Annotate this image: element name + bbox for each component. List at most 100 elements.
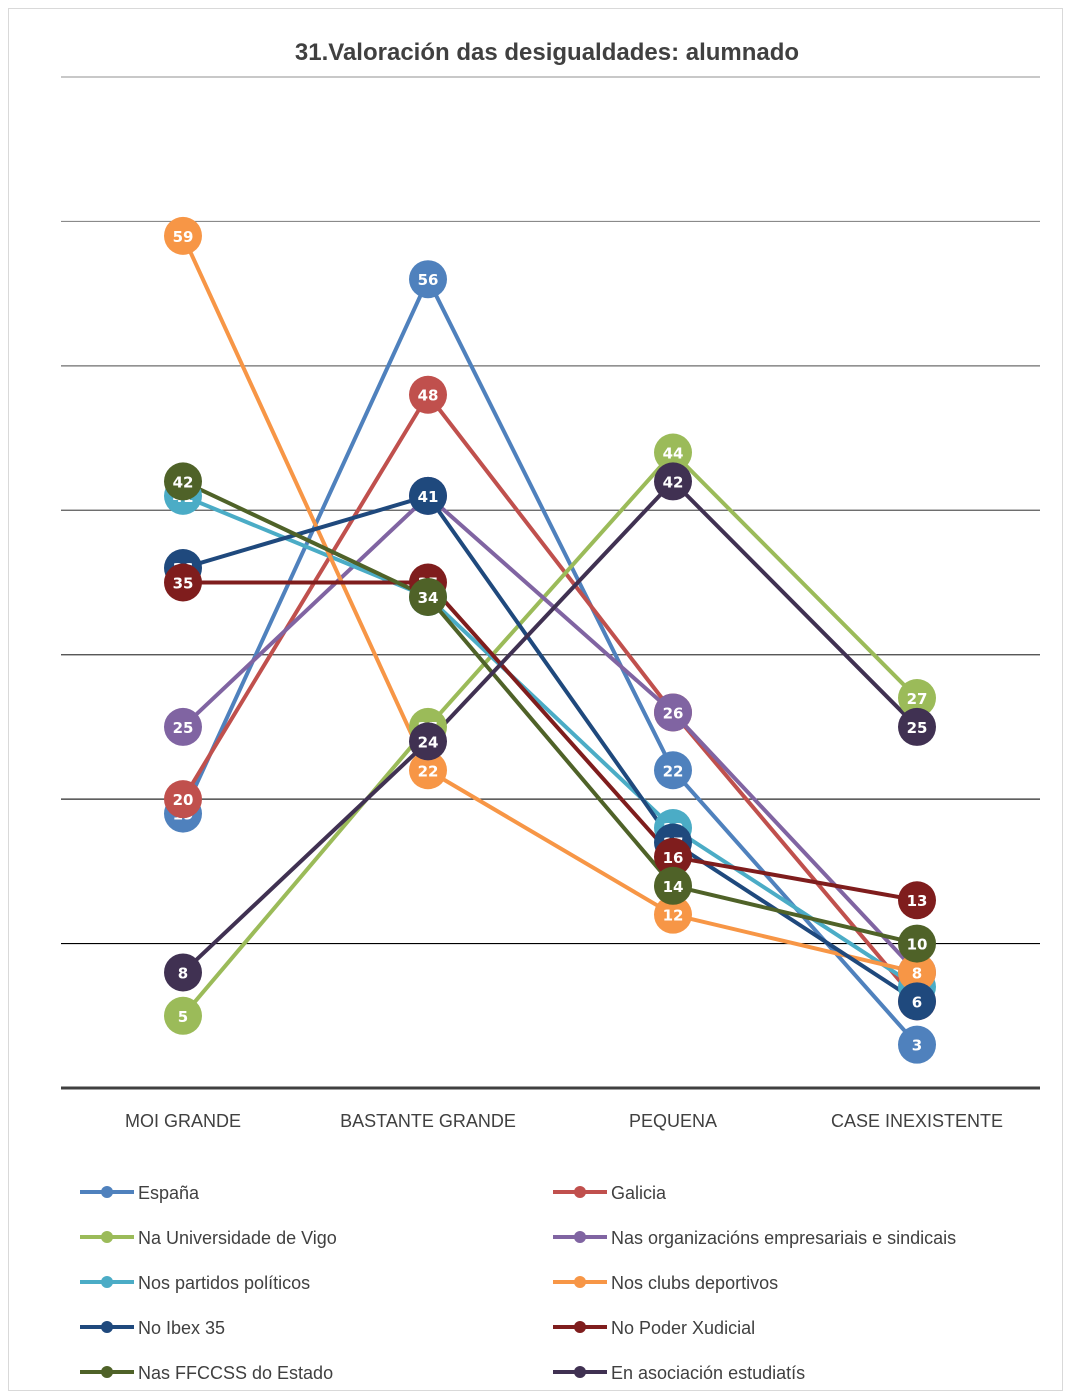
data-point: 6 [898,982,936,1021]
legend-item: Nos clubs deportivos [553,1273,778,1293]
data-label: 41 [418,488,439,506]
data-point-marker [164,780,202,819]
data-point: 35 [164,563,202,602]
data-point-marker [164,462,202,501]
legend-marker [574,1276,586,1288]
series-markers: 1956223204826652544272541268413418759221… [164,216,936,1064]
data-label: 59 [173,228,194,246]
data-point: 20 [164,780,202,819]
legend-marker [574,1366,586,1378]
legend-item: España [80,1183,200,1203]
series-line [181,580,919,903]
gridlines [61,76,1040,945]
legend-marker [574,1186,586,1198]
data-point: 14 [654,866,692,905]
category-tick-label: MOI GRANDE [125,1111,241,1131]
data-label: 27 [907,690,928,708]
data-point-marker [898,953,936,992]
data-point: 41 [409,476,447,515]
data-label: 20 [173,791,194,809]
data-point: 12 [654,895,692,934]
data-label: 25 [173,719,194,737]
data-point: 26 [654,693,692,732]
legend-marker [101,1276,113,1288]
data-point: 34 [409,577,447,616]
data-point-marker [409,577,447,616]
data-point-marker [654,693,692,732]
data-point: 13 [898,881,936,920]
data-point: 10 [898,924,936,963]
data-label: 8 [912,964,922,982]
data-point-marker [654,462,692,501]
data-point: 8 [898,953,936,992]
series-line [181,479,919,975]
data-point-marker [898,1025,936,1064]
data-label: 13 [907,892,928,910]
data-point: 56 [409,260,447,299]
legend-label: Nas organizacións empresariais e sindica… [611,1228,956,1248]
data-label: 8 [178,964,188,982]
legend-item: No Ibex 35 [80,1318,225,1338]
category-tick-label: CASE INEXISTENTE [831,1111,1003,1131]
data-point: 8 [164,953,202,992]
data-point: 42 [164,462,202,501]
data-label: 10 [907,936,928,954]
data-label: 24 [418,733,439,751]
data-point-marker [164,216,202,255]
series-line [181,493,919,975]
data-point-marker [654,866,692,905]
chart-frame [8,8,1063,1391]
legend-marker [101,1366,113,1378]
data-point: 3 [898,1025,936,1064]
category-tick-label: BASTANTE GRANDE [340,1111,516,1131]
legend: España Galicia Na Universidade de Vigo Nas … [80,1183,956,1383]
data-point-marker [654,433,692,472]
data-point: 59 [164,216,202,255]
legend-item: Nos partidos políticos [80,1273,310,1293]
legend-label: Nas FFCCSS do Estado [138,1363,333,1383]
data-point: 24 [409,722,447,761]
legend-label: En asociación estudiatís [611,1363,805,1383]
data-point: 22 [654,751,692,790]
data-point-marker [409,375,447,414]
legend-label: Na Universidade de Vigo [138,1228,337,1248]
series-line [181,450,919,1018]
legend-marker [101,1186,113,1198]
legend-label: No Poder Xudicial [611,1318,755,1338]
data-point-marker [898,982,936,1021]
legend-item: Nas FFCCSS do Estado [80,1363,333,1383]
data-point-marker [164,563,202,602]
series-line [181,493,919,989]
data-point: 44 [654,433,692,472]
data-point-marker [409,260,447,299]
legend-label: No Ibex 35 [138,1318,225,1338]
data-point-marker [164,707,202,746]
data-label: 22 [418,762,439,780]
legend-marker [101,1231,113,1243]
legend-item: En asociación estudiatís [553,1363,805,1383]
data-label: 6 [912,993,922,1011]
data-point-marker [409,476,447,515]
legend-label: Nos partidos políticos [138,1273,310,1293]
x-axis: MOI GRANDE BASTANTE GRANDE PEQUENA CASE INE… [61,1086,1040,1131]
data-point: 22 [409,751,447,790]
data-point-marker [409,751,447,790]
series-line [181,479,919,946]
data-label: 3 [912,1037,922,1055]
legend-label: Galicia [611,1183,667,1203]
data-label: 26 [663,704,684,722]
series-line [181,233,919,975]
data-label: 22 [663,762,684,780]
data-point: 16 [654,837,692,876]
data-label: 48 [418,387,439,405]
data-label: 56 [418,271,439,289]
legend-item: No Poder Xudicial [553,1318,755,1338]
data-point-marker [654,837,692,876]
series-lines [181,233,919,1047]
legend-marker [574,1231,586,1243]
data-label: 34 [418,589,439,607]
data-point: 5 [164,996,202,1035]
data-label: 35 [173,575,194,593]
data-label: 14 [663,878,684,896]
series-line [181,392,919,1004]
